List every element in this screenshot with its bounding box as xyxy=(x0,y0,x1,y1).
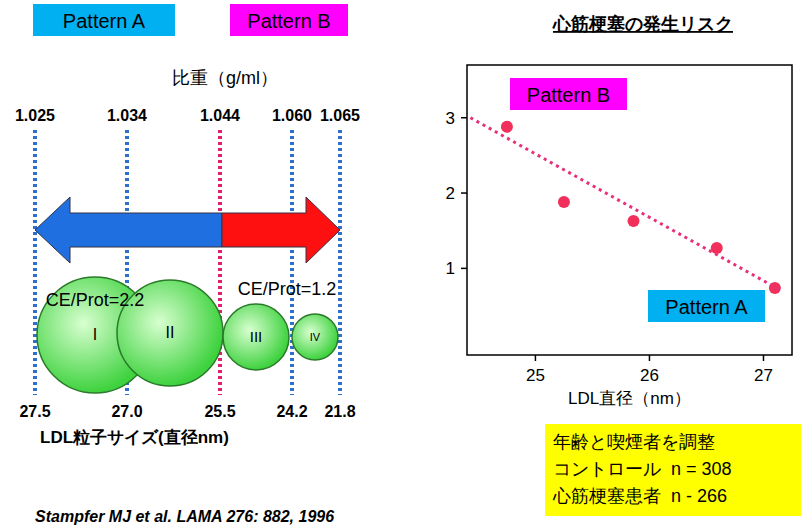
x-tick xyxy=(763,355,765,361)
note-box xyxy=(545,424,801,516)
density-title: 比重（g/ml） xyxy=(172,68,278,88)
citation: Stampfer MJ et al. LAMA 276: 882, 1996 xyxy=(35,508,334,525)
y-tick-label: 3 xyxy=(446,109,455,128)
divider xyxy=(33,130,37,395)
pattern-box xyxy=(510,78,627,110)
y-tick xyxy=(461,117,467,119)
pattern-box xyxy=(33,4,175,36)
ldl-particle xyxy=(292,314,338,360)
x-axis-label: LDL直径（nm） xyxy=(568,389,691,408)
size-label: 21.8 xyxy=(324,403,355,420)
particle-label: II xyxy=(166,324,175,341)
data-point xyxy=(558,196,570,208)
note-line: 心筋梗塞患者 n - 266 xyxy=(552,486,727,506)
data-point xyxy=(627,215,639,227)
ce-prot-label: CE/Prot=2.2 xyxy=(46,290,145,310)
chart-title: 心筋梗塞の発生リスク xyxy=(552,14,733,34)
density-label: 1.065 xyxy=(320,107,360,124)
pattern-annotation: Pattern A xyxy=(665,296,748,318)
size-label: 25.5 xyxy=(204,403,235,420)
size-label: 24.2 xyxy=(276,403,307,420)
y-tick xyxy=(461,268,467,270)
ldl-particle xyxy=(223,304,289,370)
figure: Pattern A Pattern B 比重（g/ml） 1.025 1.034 1.04… xyxy=(0,0,805,528)
arrow-red xyxy=(222,197,340,263)
density-label: 1.025 xyxy=(15,107,55,124)
particle-label: I xyxy=(93,326,97,343)
data-point xyxy=(501,121,513,133)
pattern-annotation: Pattern B xyxy=(527,84,610,106)
divider xyxy=(290,130,294,395)
x-tick-label: 27 xyxy=(754,366,773,385)
plot-frame xyxy=(467,65,792,355)
y-tick-label: 1 xyxy=(446,259,455,278)
pattern-box xyxy=(648,290,765,322)
note-line: コントロール n = 308 xyxy=(553,459,732,479)
ce-prot-label: CE/Prot=1.2 xyxy=(238,279,337,299)
pattern-box xyxy=(230,4,348,36)
size-label: 27.5 xyxy=(19,403,50,420)
size-title: LDL粒子サイズ(直径nm) xyxy=(40,428,229,447)
data-point xyxy=(711,242,723,254)
note-line: 年齢と喫煙者を調整 xyxy=(553,432,715,452)
particle-label: III xyxy=(250,328,263,345)
density-label: 1.034 xyxy=(107,107,147,124)
particle-label: IV xyxy=(310,331,321,343)
trend-line xyxy=(470,118,780,290)
size-label: 27.0 xyxy=(111,403,142,420)
pattern-label: Pattern A xyxy=(63,10,146,32)
x-tick xyxy=(535,355,537,361)
arrow-blue xyxy=(35,197,222,263)
x-tick xyxy=(649,355,651,361)
y-tick xyxy=(461,192,467,194)
y-tick-label: 2 xyxy=(446,184,455,203)
divider xyxy=(338,130,342,395)
density-label: 1.044 xyxy=(200,107,240,124)
x-tick-label: 26 xyxy=(640,366,659,385)
plot-area xyxy=(470,118,780,294)
pattern-label: Pattern B xyxy=(247,10,330,32)
density-label: 1.060 xyxy=(272,107,312,124)
x-tick-label: 25 xyxy=(526,366,545,385)
